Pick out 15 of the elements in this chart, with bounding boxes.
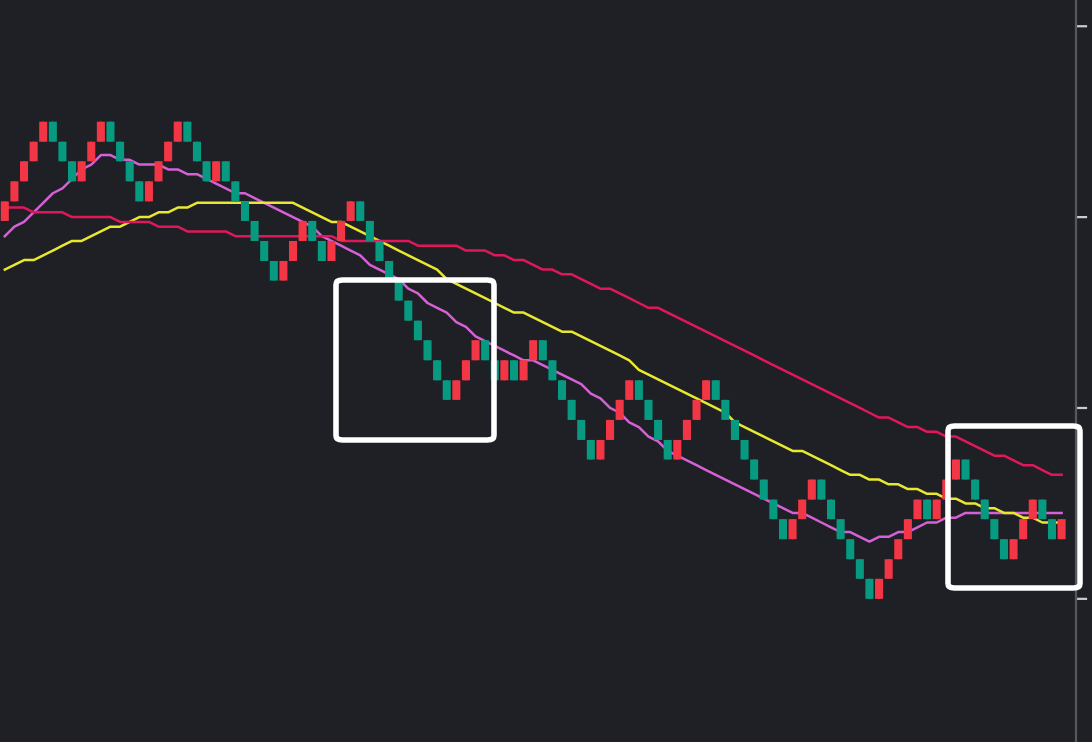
candlestick [702,379,711,401]
candlestick [855,558,864,580]
candlestick [625,379,634,401]
candlestick [269,259,278,282]
candlestick [442,379,451,401]
candlestick [279,259,288,282]
candlestick [884,558,893,580]
candlestick [634,379,643,401]
candlestick [240,200,250,223]
candlestick [557,379,567,401]
candlestick [711,379,720,401]
candlestick [452,379,461,401]
candlestick [0,200,9,223]
candlestick [356,200,365,223]
candlestick [346,200,355,223]
